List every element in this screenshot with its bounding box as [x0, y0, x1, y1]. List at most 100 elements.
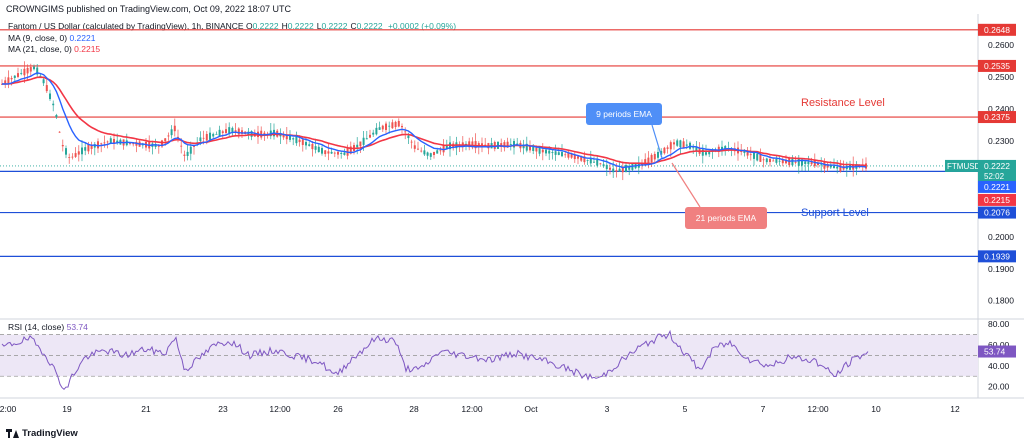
candle-body — [525, 143, 528, 151]
candle-body — [573, 154, 576, 160]
candle-body — [644, 159, 647, 165]
candle-body — [199, 137, 202, 142]
candle-body — [500, 143, 503, 148]
candle-body — [676, 140, 679, 146]
candle-body — [45, 85, 48, 92]
countdown-label: 52:02 — [984, 172, 1005, 181]
ema9-callout-pointer — [651, 124, 663, 159]
candle-body — [129, 143, 131, 144]
candle-body — [381, 125, 384, 130]
price-tag-ema9 — [978, 180, 1016, 193]
candle-body — [362, 137, 365, 145]
y-tick-label: 0.1900 — [988, 264, 1014, 274]
candle-body — [695, 147, 698, 152]
candle-body — [625, 165, 627, 173]
x-tick-label: 19 — [62, 404, 72, 414]
candle-body — [433, 151, 435, 156]
candle-body — [615, 170, 618, 172]
rsi-band — [0, 334, 978, 377]
candle-body — [701, 149, 704, 156]
level-tag-label: 0.1939 — [984, 251, 1010, 261]
tradingview-logo-icon — [6, 429, 19, 438]
candle-body — [474, 141, 477, 149]
candle-body — [567, 152, 570, 158]
candle-body — [580, 156, 583, 161]
candle-body — [621, 166, 624, 173]
candle-body — [836, 166, 839, 169]
candle-body — [167, 135, 170, 137]
candle-body — [477, 143, 480, 147]
candle-body — [781, 159, 784, 164]
candle-body — [42, 79, 45, 84]
candle-body — [839, 164, 842, 172]
candle-body — [4, 80, 7, 85]
candle-body — [33, 66, 35, 70]
candle-body — [762, 159, 765, 161]
candle-body — [330, 151, 333, 154]
ema21-callout-text: 21 periods EMA — [696, 213, 757, 223]
candle-body — [161, 140, 163, 147]
candle-body — [602, 164, 605, 167]
rsi-y-tick-label: 40.00 — [988, 361, 1010, 371]
x-tick-label: 26 — [333, 404, 343, 414]
rsi-legend[interactable]: RSI (14, close) 53.74 — [8, 322, 88, 332]
price-chart[interactable]: USD0.26000.25000.24000.23000.20000.19000… — [0, 0, 1024, 426]
candle-body — [177, 136, 179, 138]
candle-body — [58, 131, 61, 133]
candle-body — [551, 152, 554, 154]
candle-body — [202, 137, 205, 139]
candle-body — [554, 151, 557, 155]
candle-body — [308, 144, 311, 146]
candle-body — [17, 73, 19, 77]
candle-body — [746, 150, 749, 156]
ma21-legend[interactable]: MA (21, close, 0) 0.2215 — [8, 44, 100, 54]
candle-body — [708, 150, 711, 155]
candle-body — [401, 125, 403, 128]
candle-body — [109, 138, 112, 144]
candle-body — [7, 77, 10, 84]
candle-body — [826, 163, 829, 168]
candle-body — [561, 152, 563, 157]
rsi-value-tag — [978, 345, 1016, 358]
candle-body — [61, 145, 64, 147]
candle-body — [39, 75, 42, 77]
candle-body — [577, 156, 579, 159]
candle-body — [333, 152, 336, 154]
symbol-tag — [945, 159, 978, 172]
candle-body — [218, 129, 221, 137]
candle-body — [599, 163, 602, 165]
x-tick-label: 12:00 — [461, 404, 483, 414]
candle-body — [343, 152, 346, 155]
ma9-legend[interactable]: MA (9, close, 0) 0.2221 — [8, 33, 95, 43]
rsi-y-tick-label: 20.00 — [988, 382, 1010, 392]
candle-body — [807, 161, 810, 165]
candle-body — [340, 152, 343, 154]
candle-body — [660, 150, 663, 155]
level-tag-support — [978, 250, 1016, 263]
candle-body — [765, 158, 768, 163]
candle-body — [71, 156, 74, 158]
candle-body — [820, 164, 823, 166]
level-tag-support — [978, 206, 1016, 219]
candle-body — [833, 165, 835, 169]
x-tick-label: 23 — [218, 404, 228, 414]
candle-body — [173, 125, 176, 132]
ohlc-value-l: 0.2222 — [321, 21, 348, 31]
candle-body — [305, 141, 307, 146]
candle-body — [394, 121, 397, 128]
tradingview-logo[interactable]: TradingView — [6, 428, 78, 439]
ohlc-value-o: 0.2222 — [252, 21, 279, 31]
candle-body — [804, 161, 807, 164]
candle-body — [189, 146, 192, 154]
x-tick-label: 7 — [761, 404, 766, 414]
candle-body — [356, 144, 359, 148]
ema9-callout-text: 9 periods EMA — [596, 109, 652, 119]
level-tag-label: 0.2076 — [984, 208, 1010, 218]
candle-body — [647, 157, 650, 163]
candle-body — [221, 131, 224, 133]
candle-body — [513, 141, 515, 148]
candle-body — [426, 152, 429, 156]
ohlc-key-o: O — [245, 21, 253, 31]
candle-body — [423, 150, 426, 155]
candle-body — [170, 129, 173, 136]
